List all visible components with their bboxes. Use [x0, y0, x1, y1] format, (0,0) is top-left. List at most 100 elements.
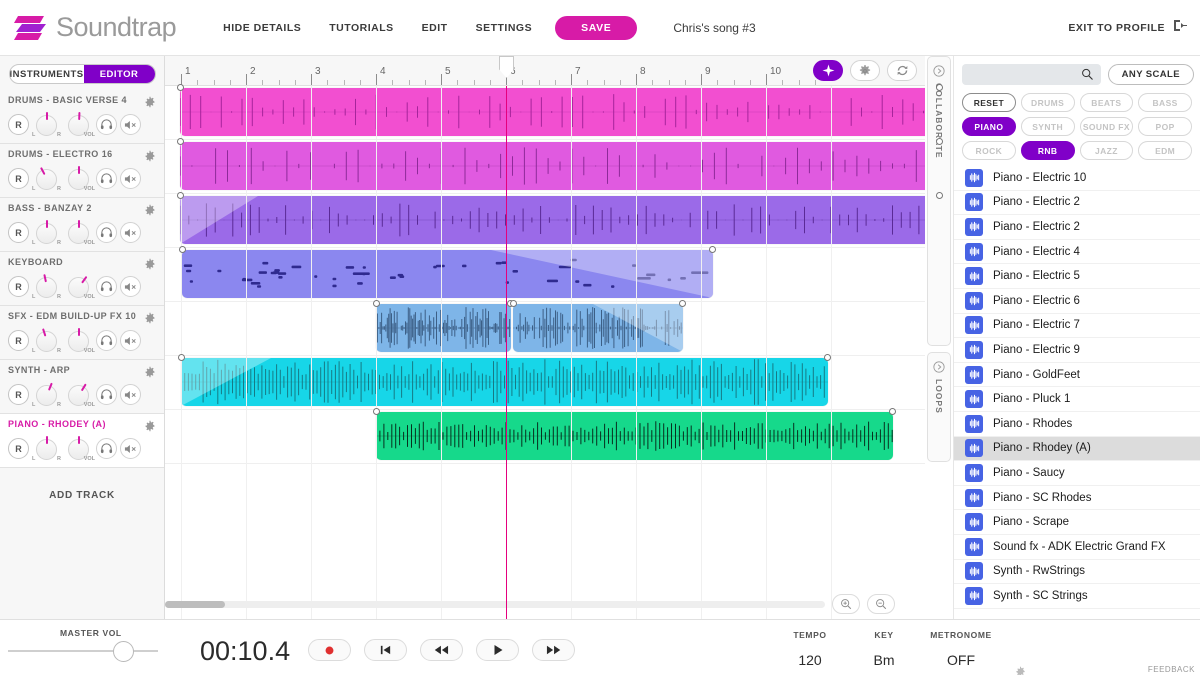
tempo-field[interactable]: TEMPO 120 [770, 630, 850, 668]
menu-hide-details[interactable]: HIDE DETAILS [223, 21, 302, 34]
track-mute-button[interactable] [120, 438, 141, 459]
clip-left-handle[interactable] [179, 246, 186, 253]
track-settings-icon[interactable] [144, 95, 156, 113]
audio-clip[interactable] [181, 358, 828, 406]
menu-edit[interactable]: EDIT [421, 21, 448, 34]
play-button[interactable] [476, 639, 519, 661]
loop-list-item[interactable]: Piano - Electric 10 [954, 166, 1200, 191]
clip-left-handle[interactable] [373, 300, 380, 307]
timeline-lane[interactable] [165, 246, 925, 302]
track-headphones-button[interactable] [96, 168, 117, 189]
clip-right-handle[interactable] [889, 408, 896, 415]
audio-clip[interactable] [180, 88, 940, 136]
song-title[interactable]: Chris's song #3 [673, 20, 756, 35]
volume-knob[interactable]: VOL [64, 327, 95, 354]
playhead-handle[interactable] [499, 56, 514, 78]
volume-knob[interactable]: VOL [64, 219, 95, 246]
go-to-start-button[interactable] [364, 639, 407, 661]
volume-knob[interactable]: VOL [64, 165, 95, 192]
loop-list-item[interactable]: Piano - Saucy [954, 461, 1200, 486]
any-scale-button[interactable]: ANY SCALE [1107, 64, 1194, 85]
loop-list-item[interactable]: Piano - Rhodes [954, 412, 1200, 437]
loop-list-item[interactable]: Piano - Electric 9 [954, 338, 1200, 363]
track-headphones-button[interactable] [96, 330, 117, 351]
filter-chip-synth[interactable]: SYNTH [1020, 117, 1075, 136]
master-volume-slider[interactable] [8, 650, 158, 652]
volume-knob[interactable]: VOL [64, 435, 95, 462]
playhead[interactable] [499, 56, 514, 619]
track-settings-icon[interactable] [144, 203, 156, 221]
filter-chip-piano[interactable]: PIANO [962, 117, 1016, 136]
zoom-out-button[interactable] [867, 594, 895, 614]
collaborate-tab[interactable]: COLLABORATE [927, 56, 951, 346]
timeline-lane[interactable] [165, 408, 925, 464]
menu-settings[interactable]: SETTINGS [475, 21, 533, 34]
track-record-button[interactable]: R [8, 114, 29, 135]
track-headphones-button[interactable] [96, 384, 117, 405]
track-settings-icon[interactable] [144, 311, 156, 329]
loop-list-item[interactable]: Piano - Pluck 1 [954, 387, 1200, 412]
track-settings-icon[interactable] [144, 257, 156, 275]
audio-clip[interactable] [376, 304, 511, 352]
track-headphones-button[interactable] [96, 114, 117, 135]
search-box[interactable] [962, 64, 1101, 85]
loop-list-item[interactable]: Piano - Electric 6 [954, 289, 1200, 314]
zoom-in-button[interactable] [832, 594, 860, 614]
timeline-lane[interactable] [165, 354, 925, 410]
clip-right-handle[interactable] [936, 192, 943, 199]
timeline-settings-button[interactable] [850, 60, 880, 81]
tab-editor[interactable]: EDITOR [83, 65, 155, 83]
filter-chip-beats[interactable]: BEATS [1079, 93, 1134, 112]
track-headphones-button[interactable] [96, 438, 117, 459]
metronome-field[interactable]: METRONOME OFF [915, 630, 1007, 668]
loop-list-item[interactable]: Piano - SC Rhodes [954, 486, 1200, 511]
logo[interactable]: Soundtrap [14, 12, 177, 43]
clip-left-handle[interactable] [510, 300, 517, 307]
save-button[interactable]: SAVE [555, 15, 638, 40]
clip-left-handle[interactable] [177, 138, 184, 145]
filter-chip-reset[interactable]: RESET [962, 93, 1016, 112]
volume-knob[interactable]: VOL [64, 381, 95, 408]
track-settings-icon[interactable] [144, 365, 156, 383]
key-field[interactable]: KEY Bm [845, 630, 923, 668]
clip-left-handle[interactable] [178, 354, 185, 361]
loop-list-item[interactable]: Synth - RwStrings [954, 560, 1200, 585]
audio-clip[interactable] [180, 196, 940, 244]
search-input[interactable] [962, 64, 1101, 85]
filter-chip-jazz[interactable]: JAZZ [1079, 141, 1134, 160]
clip-right-handle[interactable] [936, 138, 943, 145]
audio-clip[interactable] [180, 142, 940, 190]
volume-knob[interactable]: VOL [64, 111, 95, 138]
scrollbar-thumb[interactable] [165, 600, 225, 608]
horizontal-scrollbar[interactable] [165, 600, 825, 608]
rewind-button[interactable] [420, 639, 463, 661]
loop-list-item[interactable]: Piano - Electric 7 [954, 314, 1200, 339]
clip-left-handle[interactable] [177, 192, 184, 199]
loops-tab[interactable]: LOOPS [927, 352, 951, 462]
track-mute-button[interactable] [120, 114, 141, 135]
loop-list[interactable]: Piano - Electric 10 Piano - Electric 2 P… [954, 166, 1200, 641]
audio-clip[interactable] [182, 250, 713, 298]
fast-forward-button[interactable] [532, 639, 575, 661]
filter-chip-pop[interactable]: POP [1138, 117, 1192, 136]
audio-clip[interactable] [376, 412, 893, 460]
track-headphones-button[interactable] [96, 276, 117, 297]
track-record-button[interactable]: R [8, 438, 29, 459]
track-mute-button[interactable] [120, 330, 141, 351]
track-mute-button[interactable] [120, 222, 141, 243]
timeline-lane[interactable] [165, 192, 943, 248]
timeline-lane[interactable] [165, 300, 925, 356]
loop-list-item[interactable]: Piano - Electric 2 [954, 215, 1200, 240]
clip-right-handle[interactable] [936, 84, 943, 91]
clip-right-handle[interactable] [709, 246, 716, 253]
timeline-lane[interactable] [165, 138, 943, 194]
magic-wand-button[interactable] [813, 60, 843, 81]
track-record-button[interactable]: R [8, 384, 29, 405]
loop-list-item[interactable]: Piano - Rhodey (A) [954, 436, 1200, 462]
